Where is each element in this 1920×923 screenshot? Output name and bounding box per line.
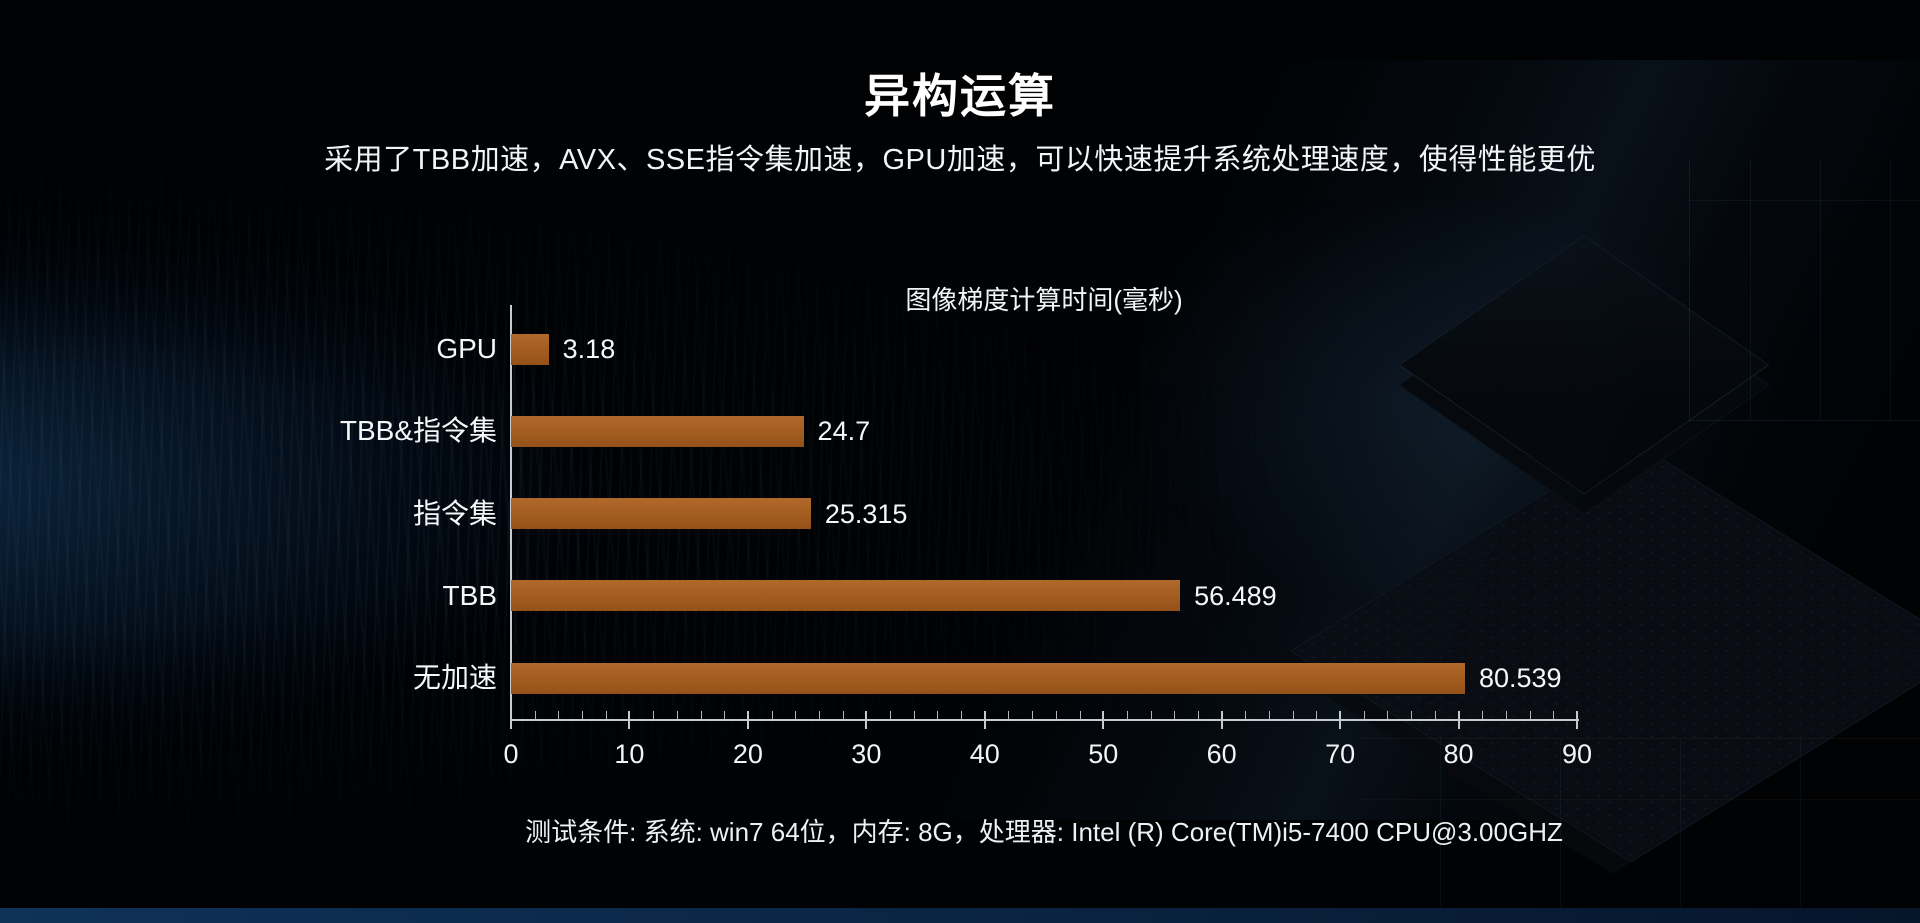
x-axis-minor-tick [795, 711, 797, 719]
bar [511, 498, 811, 529]
x-axis-tick [628, 711, 631, 729]
chart-title: 图像梯度计算时间(毫秒) [905, 285, 1183, 315]
x-axis-minor-tick [937, 711, 939, 719]
x-axis-minor-tick [605, 711, 607, 719]
category-label: TBB&指令集 [339, 415, 497, 447]
x-axis-tick [1457, 711, 1460, 729]
x-axis-tick-label: 20 [732, 739, 763, 769]
x-axis-minor-tick [1292, 711, 1294, 719]
x-axis-minor-tick [676, 711, 678, 719]
x-axis-minor-tick [1529, 711, 1531, 719]
x-axis-tick [746, 711, 749, 729]
x-axis-minor-tick [1553, 711, 1555, 719]
x-axis-tick-label: 50 [1088, 739, 1119, 769]
value-label: 24.7 [817, 416, 871, 447]
x-axis-minor-tick [1245, 711, 1247, 719]
x-axis-minor-tick [534, 711, 536, 719]
x-axis-minor-tick [1079, 711, 1081, 719]
x-axis-minor-tick [1387, 711, 1389, 719]
x-axis-minor-tick [818, 711, 820, 719]
x-axis-tick-label: 90 [1561, 739, 1593, 769]
x-axis-tick-label: 40 [969, 739, 1000, 769]
x-axis-minor-tick [1055, 711, 1057, 719]
value-label: 25.315 [824, 498, 908, 529]
bar [511, 580, 1181, 612]
x-axis-minor-tick [558, 711, 560, 719]
x-axis-minor-tick [1032, 711, 1034, 719]
x-axis-minor-tick [1126, 711, 1128, 719]
x-axis-minor-tick [890, 711, 892, 719]
x-axis-minor-tick [700, 711, 702, 719]
x-axis-tick [865, 711, 868, 729]
x-axis-minor-tick [653, 711, 655, 719]
x-axis-tick [1102, 711, 1105, 729]
category-label: GPU [436, 333, 497, 364]
x-axis-minor-tick [1482, 711, 1484, 719]
x-axis-line [510, 719, 1579, 721]
x-axis-tick-label: 80 [1443, 739, 1474, 769]
bar [511, 662, 1465, 694]
x-axis-minor-tick [771, 711, 773, 719]
x-axis-minor-tick [1269, 711, 1271, 719]
x-axis-minor-tick [913, 711, 915, 719]
category-label: 无加速 [412, 662, 497, 693]
x-axis-minor-tick [961, 711, 963, 719]
x-axis-tick [983, 711, 986, 729]
category-label: TBB [442, 579, 497, 611]
x-axis-minor-tick [1197, 711, 1199, 719]
value-label: 56.489 [1194, 580, 1277, 611]
x-axis-tick [1576, 711, 1578, 729]
x-axis-tick-label: 0 [503, 739, 519, 769]
value-label: 80.539 [1478, 663, 1562, 693]
x-axis-minor-tick [1434, 711, 1436, 719]
x-axis-tick [510, 711, 512, 729]
page-title: 异构运算 [864, 70, 1056, 122]
x-axis-minor-tick [724, 711, 726, 719]
x-axis-tick [1339, 711, 1342, 729]
x-axis-minor-tick [1008, 711, 1010, 719]
circuit-traces-top-right [1689, 160, 1920, 421]
cpu-chip-illustration [1100, 120, 1920, 923]
x-axis-minor-tick [1411, 711, 1413, 719]
category-label: 指令集 [412, 497, 497, 529]
x-axis-minor-tick [1174, 711, 1176, 719]
x-axis-minor-tick [1316, 711, 1318, 719]
x-axis-minor-tick [582, 711, 584, 719]
page-subtitle: 采用了TBB加速，AVX、SSE指令集加速，GPU加速，可以快速提升系统处理速度… [324, 144, 1596, 176]
x-axis-tick-label: 70 [1325, 739, 1356, 769]
x-axis-minor-tick [1150, 711, 1152, 719]
x-axis-tick [1220, 711, 1223, 729]
circuit-traces-bottom-right [1360, 738, 1920, 909]
bar [511, 333, 549, 365]
x-axis-minor-tick [1505, 711, 1507, 719]
test-conditions-note: 测试条件: 系统: win7 64位，内存: 8G，处理器: Intel (R)… [525, 817, 1563, 847]
value-label: 3.18 [562, 334, 616, 364]
bottom-blue-strip [0, 908, 1920, 923]
x-axis-tick-label: 60 [1206, 739, 1237, 769]
bar [511, 415, 804, 447]
x-axis-minor-tick [1363, 711, 1365, 719]
x-axis-minor-tick [842, 711, 844, 719]
x-axis-tick-label: 30 [851, 739, 882, 769]
x-axis-tick-label: 10 [614, 739, 645, 769]
